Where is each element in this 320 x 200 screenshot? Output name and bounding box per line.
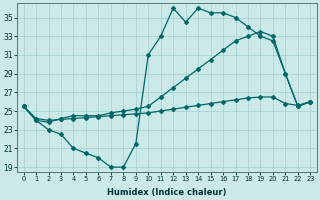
- X-axis label: Humidex (Indice chaleur): Humidex (Indice chaleur): [107, 188, 227, 197]
